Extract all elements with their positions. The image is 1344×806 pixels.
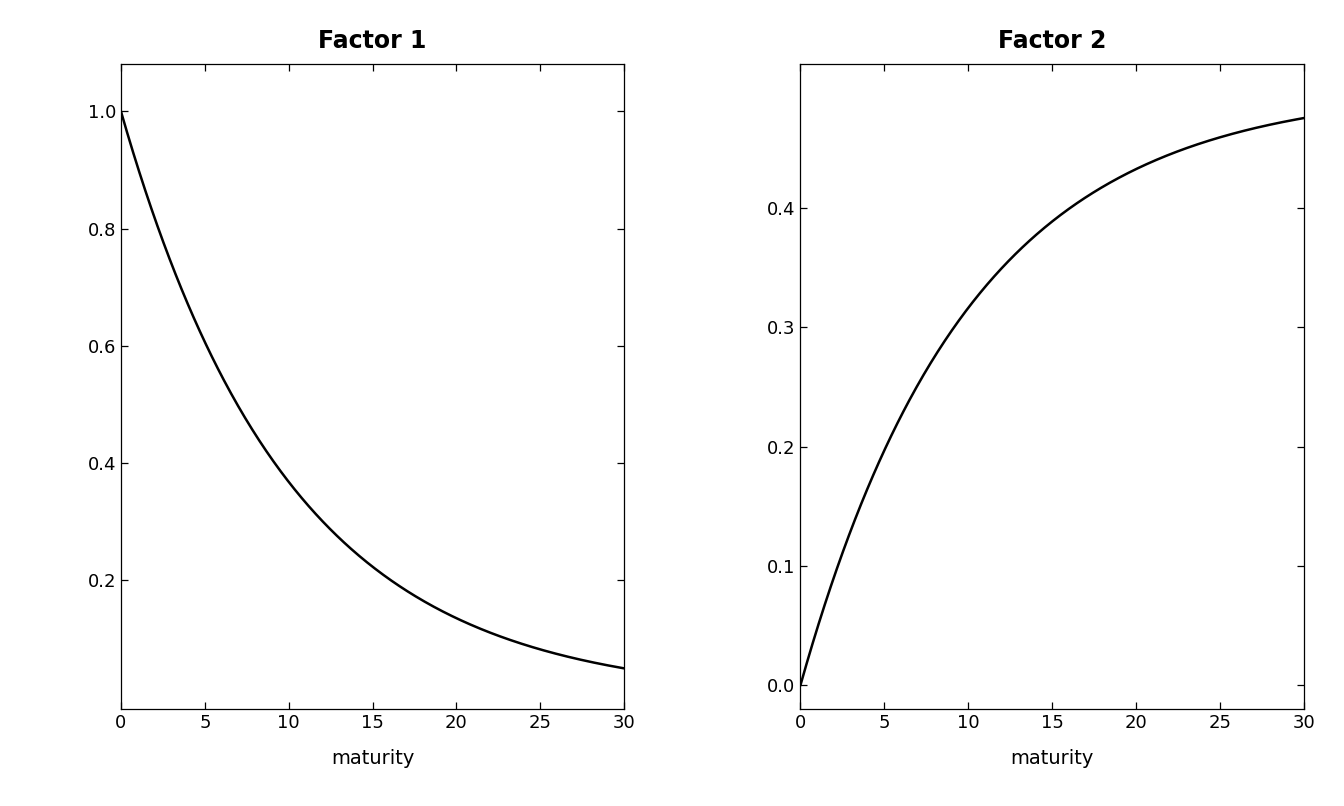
X-axis label: maturity: maturity: [1011, 749, 1094, 768]
Title: Factor 1: Factor 1: [319, 29, 427, 53]
Title: Factor 2: Factor 2: [997, 29, 1106, 53]
X-axis label: maturity: maturity: [331, 749, 414, 768]
